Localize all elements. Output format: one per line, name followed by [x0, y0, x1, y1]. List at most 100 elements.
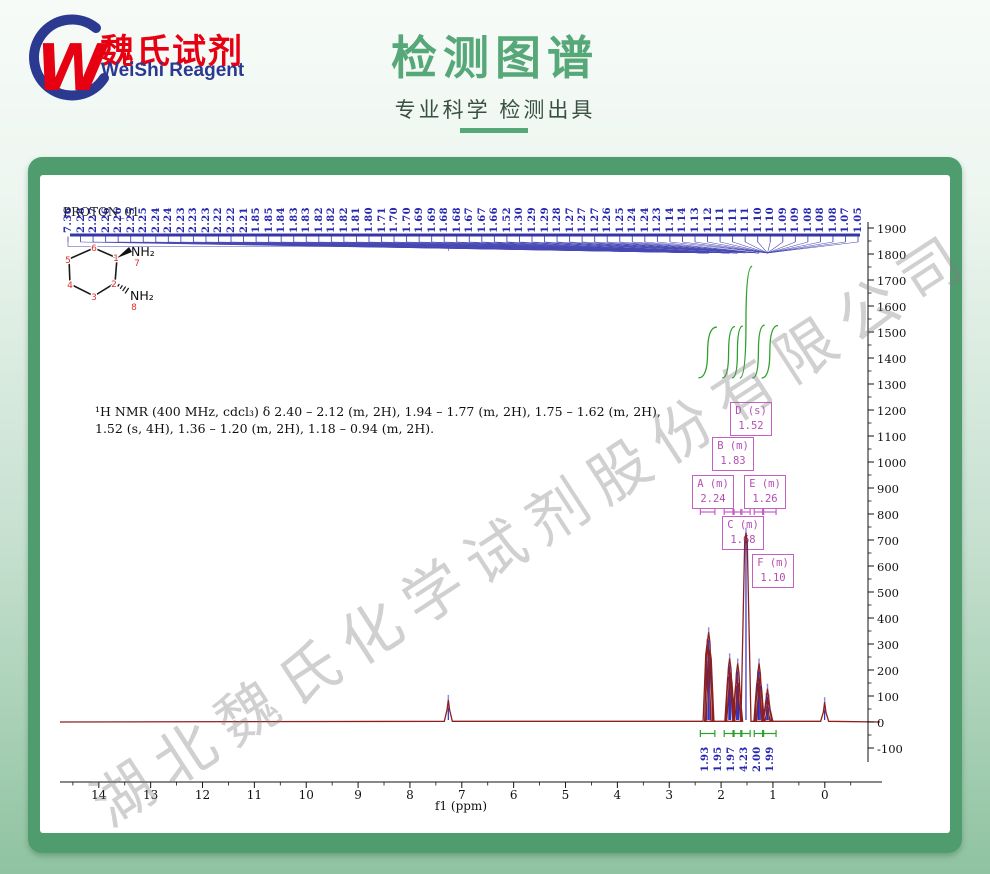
peak-label: 1.27	[589, 207, 601, 233]
peak-annotation-label: A (m)	[697, 478, 729, 490]
peak-annotation-shift: 1.26	[752, 493, 778, 505]
peak-label: 2.23	[175, 207, 187, 233]
y-tick-label: 1200	[877, 403, 907, 418]
y-tick-label: 800	[877, 507, 899, 522]
peak-annotation-box: E (m) 1.26	[744, 475, 786, 509]
peak-label: 1.67	[476, 207, 488, 233]
atom-number-7: 7	[134, 259, 140, 269]
x-tick-label: 8	[406, 788, 414, 802]
peak-annotation-label: F (m)	[757, 557, 789, 569]
peak-label: 1.27	[564, 207, 576, 233]
y-tick-label: 1400	[877, 351, 907, 366]
atom-number-5: 5	[65, 256, 71, 266]
y-tick-label: 300	[877, 637, 899, 652]
peak-label: 1.85	[263, 207, 275, 233]
peak-label: 1.83	[288, 207, 300, 233]
peak-label: 1.08	[802, 207, 814, 233]
y-tick-label: 1500	[877, 325, 907, 340]
page-title: 检测图谱	[391, 32, 599, 84]
peak-label: 1.71	[376, 207, 388, 233]
peak-label: 2.22	[226, 207, 238, 233]
y-tick-label: 0	[877, 715, 885, 730]
y-tick-label: 1800	[877, 247, 907, 262]
y-tick-label: 100	[877, 689, 899, 704]
peak-label: 1.70	[389, 207, 401, 233]
peak-label: 1.08	[827, 207, 839, 233]
cyclohexane-ring	[68, 247, 118, 297]
peak-label: 1.24	[639, 207, 651, 233]
y-tick-label: 400	[877, 611, 899, 626]
atom-number-2: 2	[111, 280, 117, 290]
peak-label: 1.14	[677, 207, 689, 233]
peak-label: 1.81	[351, 207, 363, 233]
amine-group-bottom: NH₂	[130, 288, 154, 303]
peak-label: 1.84	[276, 207, 288, 233]
peak-label: 1.29	[526, 207, 538, 233]
peak-label: 1.10	[752, 207, 764, 233]
peak-label: 1.14	[664, 207, 676, 233]
atom-number-6: 6	[91, 244, 97, 254]
x-tick-label: 13	[143, 788, 159, 802]
peak-label: 1.11	[715, 207, 727, 233]
x-axis-title: f1 (ppm)	[435, 799, 487, 813]
peak-label: 1.07	[840, 207, 852, 233]
x-tick-label: 3	[665, 788, 674, 802]
peak-label: 1.68	[439, 207, 451, 233]
y-tick-label: 200	[877, 663, 899, 678]
atom-number-3: 3	[91, 293, 97, 303]
peak-label: 2.25	[138, 207, 150, 233]
peak-label: 2.23	[200, 207, 212, 233]
y-tick-label: 900	[877, 481, 899, 496]
peak-label: 1.82	[326, 207, 338, 233]
peak-label: 1.11	[740, 207, 752, 233]
y-tick-label: -100	[877, 741, 903, 756]
peak-label: 1.12	[702, 207, 714, 233]
peak-label: 1.66	[489, 207, 501, 233]
y-tick-label: 1700	[877, 273, 907, 288]
peak-label: 1.10	[765, 207, 777, 233]
peak-label: 2.24	[150, 207, 162, 233]
peak-label: 1.85	[251, 207, 263, 233]
peak-annotation-label: C (m)	[727, 519, 759, 531]
peak-label: 1.80	[363, 207, 375, 233]
peak-label: 1.09	[777, 207, 789, 233]
peak-label: 1.70	[401, 207, 413, 233]
peak-label: 1.30	[514, 207, 526, 233]
peak-label: 1.67	[464, 207, 476, 233]
x-tick-label: 0	[820, 788, 829, 802]
x-tick-label: 14	[91, 788, 107, 802]
peak-label: 2.21	[238, 207, 250, 233]
peak-label: 1.23	[652, 207, 664, 233]
peak-annotation-box: F (m) 1.10	[752, 554, 794, 588]
atom-number-4: 4	[67, 281, 73, 291]
brand-name-en: WeiShi Reagent	[101, 60, 245, 81]
y-tick-label: 1300	[877, 377, 907, 392]
peak-label: 2.22	[213, 207, 225, 233]
peak-label: 1.83	[301, 207, 313, 233]
x-tick-label: 2	[717, 788, 725, 802]
peak-annotation-label: B (m)	[717, 440, 749, 452]
nmr-description-line1: ¹H NMR (400 MHz, cdcl₃) δ 2.40 – 2.12 (m…	[95, 404, 661, 419]
atom-number-8: 8	[131, 303, 137, 313]
title-underline	[460, 128, 528, 133]
peak-label: 1.68	[451, 207, 463, 233]
peak-label: 1.69	[414, 207, 426, 233]
peak-label: 1.27	[577, 207, 589, 233]
peak-annotation-shift: 1.52	[738, 420, 764, 432]
x-tick-label: 1	[769, 788, 777, 802]
brand-name-cn: 魏氏试剂	[100, 33, 244, 71]
peak-label: 1.11	[727, 207, 739, 233]
peak-annotation-box: B (m) 1.83	[712, 437, 754, 471]
peak-label: 1.26	[602, 207, 614, 233]
peak-annotation-label: E (m)	[749, 478, 781, 490]
integral-value: 1.97	[726, 746, 737, 772]
x-tick-label: 4	[613, 788, 622, 802]
amine-group-top: NH₂	[131, 244, 155, 259]
integral-value: 1.93	[700, 746, 711, 772]
peak-annotation-shift: 1.83	[720, 455, 746, 467]
x-tick-label: 12	[194, 788, 211, 802]
weishi-logo-icon: W	[29, 14, 110, 106]
y-tick-label: 1000	[877, 455, 907, 470]
peak-label: 1.52	[501, 207, 513, 233]
